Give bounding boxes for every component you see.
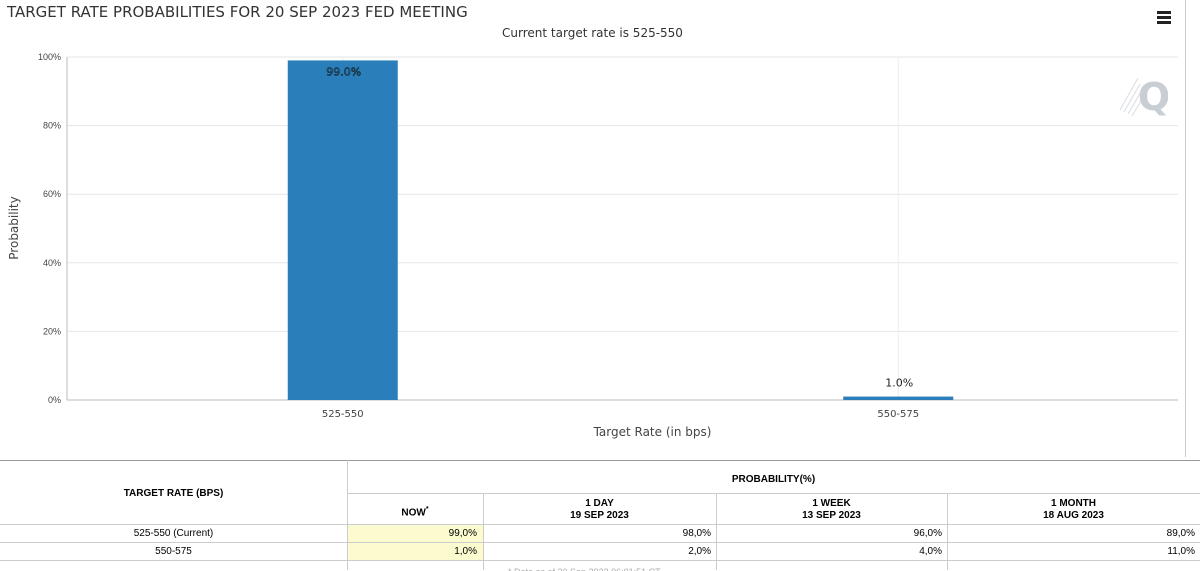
row-2-1day: 2,0% <box>688 546 711 557</box>
quikstrike-logo: Q <box>1119 75 1168 119</box>
y-axis-title: Probability <box>7 196 21 259</box>
svg-text:Q: Q <box>1138 75 1168 119</box>
data-label: 1.0% <box>885 377 913 390</box>
row-1-now: 99,0% <box>448 528 477 539</box>
row-1-1week: 96,0% <box>913 528 942 539</box>
row-1-1day: 98,0% <box>682 528 711 539</box>
chart-subtitle: Current target rate is 525-550 <box>502 26 683 40</box>
data-label: 99.0% <box>326 65 361 78</box>
now-highlight-row-1 <box>347 525 483 542</box>
target-rate-header: TARGET RATE (BPS) <box>123 488 224 499</box>
hamburger-menu-icon[interactable] <box>1157 11 1171 27</box>
now-highlight-row-2 <box>347 543 483 560</box>
now-footnote-marker: * <box>425 506 429 513</box>
y-tick-label: 40% <box>43 258 61 268</box>
x-tick-label: 550-575 <box>877 409 919 420</box>
y-tick-label: 100% <box>38 52 61 62</box>
col-1week-header: 1 WEEK 13 SEP 2023 <box>802 498 861 521</box>
row-1-rate: 525-550 (Current) <box>133 528 214 539</box>
bar-chart: 0% 20% 40% 60% 80% 100% 99.0% 525-550 1.0% 550-57… <box>7 52 1178 439</box>
bar-550-575 <box>843 396 954 400</box>
y-tick-label: 20% <box>43 326 61 336</box>
col-now-header: NOW* <box>401 506 429 519</box>
chart-right-border <box>1185 0 1186 457</box>
y-tick-label: 60% <box>43 189 61 199</box>
bar-525-550 <box>287 60 398 401</box>
probability-table: TARGET RATE (BPS) PROBABILITY(%) NOW* 1 … <box>0 460 1200 571</box>
row-2-now: 1,0% <box>454 546 477 557</box>
row-2-1month: 11,0% <box>1167 546 1195 557</box>
col-1day-header: 1 DAY 19 SEP 2023 <box>570 498 629 521</box>
y-tick-label: 0% <box>48 395 61 405</box>
row-1-1month: 89,0% <box>1166 528 1195 539</box>
y-tick-label: 80% <box>43 121 61 131</box>
x-axis-title: Target Rate (in bps) <box>593 425 712 439</box>
data-timestamp-footnote: * Data as of 20 Sep 2023 06:01:51 CT <box>508 567 661 571</box>
x-tick-label: 525-550 <box>322 409 364 420</box>
probability-header: PROBABILITY(%) <box>731 474 816 485</box>
row-2-1week: 4,0% <box>919 546 942 557</box>
page-title: TARGET RATE PROBABILITIES FOR 20 SEP 202… <box>7 3 468 21</box>
row-2-rate: 550-575 <box>155 546 192 557</box>
col-1month-header: 1 MONTH 18 AUG 2023 <box>1043 498 1104 521</box>
